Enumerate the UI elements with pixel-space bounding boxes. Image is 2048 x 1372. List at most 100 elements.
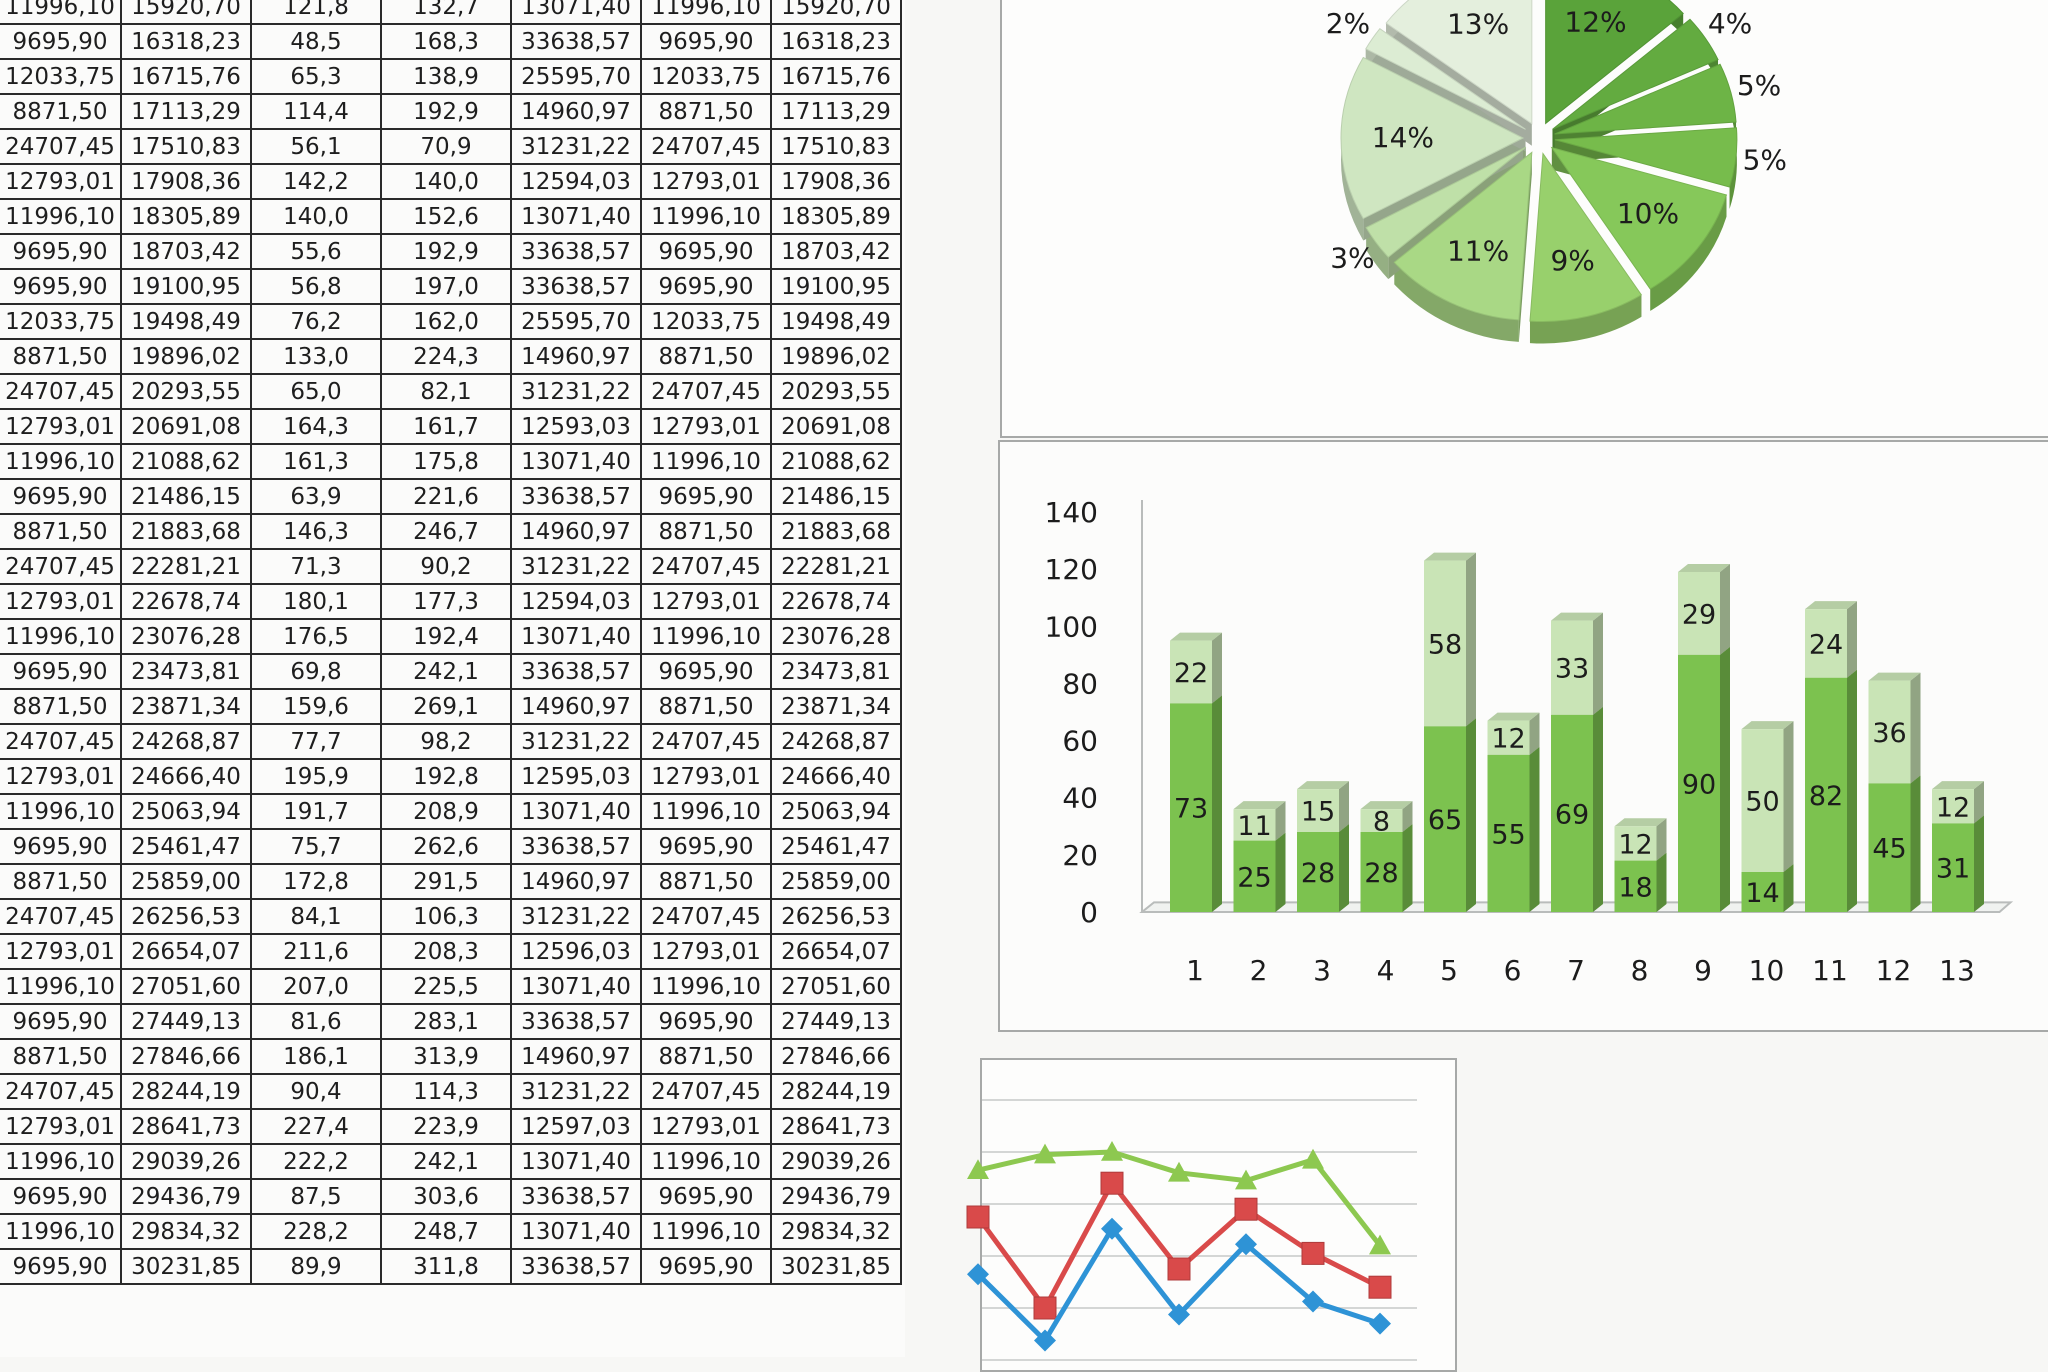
- bar-data-label: 25: [1237, 862, 1271, 893]
- bar-top: [1741, 721, 1794, 730]
- table-cell: 114,3: [380, 1073, 512, 1110]
- table-cell: 140,0: [380, 163, 512, 200]
- table-cell: 28641,73: [770, 1108, 902, 1145]
- pie-slice: [1552, 18, 1719, 130]
- bar-front: [1551, 714, 1593, 912]
- bar-segment-lower: [1170, 695, 1222, 912]
- table-row: 12793,01 26654,07 211,6 208,3 12596,03 12793,…: [0, 933, 902, 970]
- bar-side: [1593, 612, 1603, 715]
- table-cell: 22281,21: [120, 548, 252, 585]
- table-row: 11996,10 21088,62 161,3 175,8 13071,40 11996,…: [0, 443, 902, 480]
- pie-slice-label: 5%: [1737, 69, 1781, 102]
- table-cell: 26654,07: [120, 933, 252, 970]
- table-cell: 177,3: [380, 583, 512, 620]
- table-cell: 15920,70: [770, 0, 902, 25]
- bar-data-label: 28: [1364, 858, 1398, 889]
- table-cell: 8871,50: [0, 513, 122, 550]
- pie-slice: [1365, 146, 1527, 258]
- table-cell: 26256,53: [770, 898, 902, 935]
- pie-slice: [1365, 27, 1526, 130]
- bar-side: [1910, 775, 1921, 912]
- table-cell: 13071,40: [510, 198, 642, 235]
- bar-data-labels: 73 22 25 11 28 15 28 8 65 58 55 12 69 33 18 12 90 29 14 50 8…: [1174, 599, 1970, 909]
- bar-segment-upper: [1297, 781, 1349, 832]
- bar-side: [1529, 746, 1540, 912]
- table-cell: 12793,01: [0, 163, 122, 200]
- table-row: 8871,50 23871,34 159,6 269,1 14960,97 8871,50…: [0, 688, 902, 725]
- pie-slice-label: 3%: [1330, 241, 1374, 274]
- series-point: [967, 1159, 989, 1179]
- table-row: 8871,50 21883,68 146,3 246,7 14960,97 8871,50…: [0, 513, 902, 550]
- table-cell: 76,2: [250, 303, 382, 340]
- table-cell: 208,9: [380, 793, 512, 830]
- table-cell: 17510,83: [770, 128, 902, 165]
- table-cell: 89,9: [250, 1248, 382, 1285]
- bar-side: [1466, 552, 1476, 727]
- table-cell: 29436,79: [770, 1178, 902, 1215]
- table-row: 9695,90 18703,42 55,6 192,9 33638,57 9695,90 1…: [0, 233, 902, 270]
- series-point: [1235, 1169, 1257, 1190]
- table-row: 9695,90 16318,23 48,5 168,3 33638,57 9695,90 1…: [0, 23, 902, 60]
- table-cell: 13071,40: [510, 1143, 642, 1180]
- table-cell: 11996,10: [0, 618, 122, 655]
- table-cell: 87,5: [250, 1178, 382, 1215]
- table-cell: 25595,70: [510, 303, 642, 340]
- table-cell: 14960,97: [510, 1038, 642, 1075]
- table-cell: 19896,02: [770, 338, 902, 375]
- table-cell: 20293,55: [120, 373, 252, 410]
- table-cell: 82,1: [380, 373, 512, 410]
- table-cell: 13071,40: [510, 968, 642, 1005]
- x-tick-label: 10: [1749, 954, 1785, 987]
- table-cell: 27846,66: [120, 1038, 252, 1075]
- table-cell: 29039,26: [770, 1143, 902, 1180]
- bar-top: [1233, 801, 1286, 810]
- table-cell: 24707,45: [0, 548, 122, 585]
- table-cell: 114,4: [250, 93, 382, 130]
- table-cell: 13071,40: [510, 0, 642, 25]
- table-cell: 9695,90: [640, 233, 772, 270]
- table-cell: 8871,50: [640, 338, 772, 375]
- table-cell: 26654,07: [770, 933, 902, 970]
- table-cell: 84,1: [250, 898, 382, 935]
- pie-slice-rim: [1650, 194, 1727, 311]
- table-cell: 225,5: [380, 968, 512, 1005]
- table-cell: 11996,10: [0, 1213, 122, 1250]
- pie-slice: [1550, 146, 1728, 290]
- table-cell: 121,8: [250, 0, 382, 25]
- bar-front: [1805, 677, 1847, 912]
- table-cell: 9695,90: [0, 23, 122, 60]
- table-cell: 8871,50: [640, 688, 772, 725]
- bar-data-label: 8: [1373, 807, 1390, 838]
- bar-data-label: 22: [1174, 658, 1208, 689]
- bar-segment-upper: [1233, 801, 1286, 841]
- table-row: 8871,50 19896,02 133,0 224,3 14960,97 8871,50…: [0, 338, 902, 375]
- table-cell: 31231,22: [510, 898, 642, 935]
- bar-segment-upper: [1170, 632, 1222, 704]
- table-cell: 31231,22: [510, 373, 642, 410]
- table-cell: 18703,42: [120, 233, 252, 270]
- table-row: 11996,10 29834,32 228,2 248,7 13071,40 11996,…: [0, 1213, 902, 1250]
- table-cell: 159,6: [250, 688, 382, 725]
- table-cell: 90,2: [380, 548, 512, 585]
- table-cell: 23076,28: [120, 618, 252, 655]
- bar-segment-upper: [1741, 721, 1794, 872]
- table-cell: 17510,83: [120, 128, 252, 165]
- table-cell: 140,0: [250, 198, 382, 235]
- table-cell: 11996,10: [640, 198, 772, 235]
- bar-front: [1614, 826, 1657, 861]
- table-cell: 24268,87: [120, 723, 252, 760]
- table-cell: 81,6: [250, 1003, 382, 1040]
- pie-slice: [1529, 152, 1643, 322]
- table-cell: 22678,74: [120, 583, 252, 620]
- table-row: 12033,75 16715,76 65,3 138,9 25595,70 12033,7…: [0, 58, 902, 95]
- table-cell: 70,9: [380, 128, 512, 165]
- table-cell: 180,1: [250, 583, 382, 620]
- x-tick-label: 5: [1440, 954, 1458, 987]
- table-row: 11996,10 29039,26 222,2 242,1 13071,40 11996,…: [0, 1143, 902, 1180]
- bar-data-label: 69: [1555, 799, 1589, 830]
- table-cell: 11996,10: [0, 443, 122, 480]
- table-cell: 12793,01: [0, 408, 122, 445]
- bar-data-label: 73: [1174, 794, 1208, 825]
- table-cell: 23473,81: [770, 653, 902, 690]
- table-cell: 12596,03: [510, 933, 642, 970]
